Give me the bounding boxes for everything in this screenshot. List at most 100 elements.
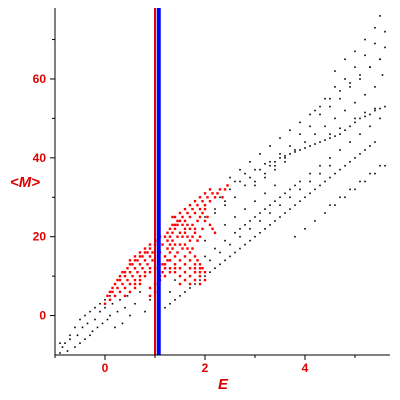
red-data-point [133, 282, 137, 286]
black-data-point [379, 164, 381, 167]
black-data-point [359, 133, 361, 135]
red-data-point [123, 294, 127, 298]
black-data-point [299, 149, 301, 151]
red-data-point [191, 235, 194, 238]
red-data-point [203, 203, 207, 207]
red-data-point [133, 267, 137, 270]
black-data-point [314, 220, 316, 222]
y-axis-label: <M> [10, 174, 40, 191]
black-data-point [314, 133, 316, 135]
red-data-point [166, 231, 169, 234]
red-data-point [128, 290, 132, 294]
black-data-point [319, 113, 321, 116]
black-data-point [264, 172, 266, 175]
black-data-point [384, 46, 386, 49]
black-data-point [94, 306, 96, 309]
red-data-point [123, 270, 127, 274]
red-data-point [198, 215, 202, 219]
red-data-point [128, 282, 132, 286]
black-data-point [359, 74, 361, 76]
black-data-point [219, 196, 221, 199]
red-data-point [188, 274, 192, 278]
black-data-point [269, 145, 271, 147]
red-data-point [163, 235, 167, 238]
red-data-point [118, 290, 122, 294]
red-data-point [188, 239, 192, 242]
black-data-point [169, 302, 171, 305]
red-data-point [148, 286, 152, 290]
black-data-point [101, 322, 104, 325]
black-data-point [294, 204, 296, 206]
black-data-point [279, 216, 281, 218]
red-data-point [178, 267, 182, 270]
black-data-point [106, 318, 109, 321]
black-data-point [144, 310, 146, 313]
black-data-point [354, 157, 356, 159]
red-data-point [188, 267, 192, 270]
black-data-point [239, 168, 241, 171]
black-data-point [344, 109, 346, 112]
red-data-point [178, 282, 182, 286]
black-data-point [61, 346, 64, 348]
black-data-point [374, 107, 376, 110]
red-data-point [188, 251, 192, 254]
black-data-point [229, 255, 231, 258]
black-data-point [99, 302, 101, 305]
red-data-point [201, 200, 204, 203]
black-data-point [374, 26, 376, 29]
black-data-point [279, 196, 281, 199]
red-data-point [148, 270, 152, 274]
red-data-point [148, 247, 152, 250]
red-data-point [173, 267, 177, 270]
red-data-point [183, 227, 187, 231]
black-data-point [259, 220, 261, 222]
black-data-point [64, 342, 66, 344]
red-data-point [128, 263, 132, 266]
black-data-point [84, 338, 86, 341]
black-data-point [369, 145, 371, 147]
black-data-point [249, 220, 251, 222]
black-data-point [339, 97, 341, 100]
black-data-point [91, 330, 94, 333]
red-data-point [203, 219, 207, 223]
red-data-point [183, 255, 187, 258]
red-data-point [163, 274, 167, 278]
black-data-point [121, 322, 124, 325]
red-data-point [171, 239, 174, 242]
red-data-point [138, 263, 142, 266]
black-data-point [349, 160, 351, 163]
red-data-point [181, 247, 184, 250]
red-data-point [178, 211, 182, 215]
black-data-point [66, 350, 69, 352]
red-data-point [138, 255, 142, 258]
red-data-point [183, 278, 187, 282]
black-data-point [254, 216, 256, 218]
red-data-point [198, 235, 202, 238]
black-data-point [364, 111, 366, 114]
black-data-point [111, 302, 114, 305]
red-data-point [116, 286, 119, 290]
black-data-point [174, 279, 176, 281]
red-data-point [208, 188, 212, 191]
black-data-point [324, 125, 326, 128]
red-data-point [193, 267, 197, 270]
red-data-point [183, 263, 187, 266]
red-data-point [178, 219, 182, 223]
red-data-point [176, 223, 179, 227]
black-data-point [116, 310, 119, 313]
black-data-point [96, 326, 99, 329]
red-data-point [201, 227, 204, 231]
black-data-point [309, 172, 311, 175]
black-data-point [114, 326, 116, 329]
vertical-lines-layer [154, 8, 161, 355]
black-data-point [374, 86, 376, 88]
black-data-point [224, 224, 226, 226]
black-data-point [269, 160, 271, 163]
black-data-point [224, 200, 226, 203]
red-data-point [191, 223, 194, 227]
red-data-point [213, 231, 217, 234]
red-data-point [148, 294, 152, 298]
black-data-point [214, 208, 216, 210]
red-data-point [221, 196, 224, 199]
black-data-point [344, 78, 346, 80]
